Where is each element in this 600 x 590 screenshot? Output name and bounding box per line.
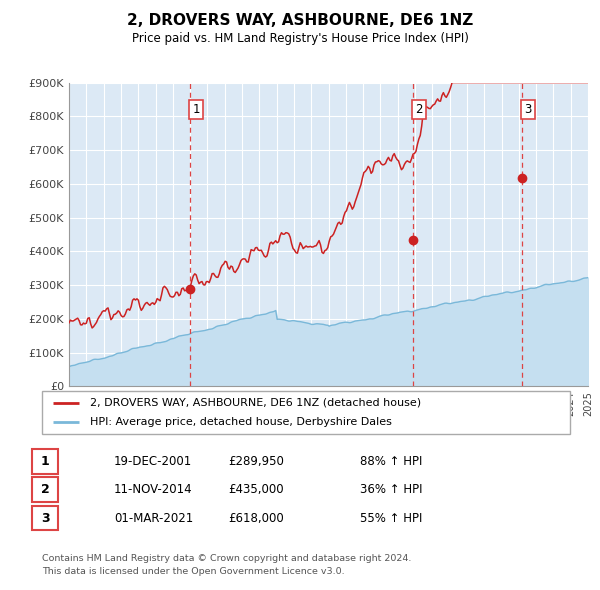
Text: 1: 1: [192, 103, 200, 116]
Text: £289,950: £289,950: [228, 455, 284, 468]
Text: 2, DROVERS WAY, ASHBOURNE, DE6 1NZ: 2, DROVERS WAY, ASHBOURNE, DE6 1NZ: [127, 13, 473, 28]
Text: 1: 1: [41, 455, 49, 468]
Text: 3: 3: [41, 512, 49, 525]
Text: £618,000: £618,000: [228, 512, 284, 525]
Text: 11-NOV-2014: 11-NOV-2014: [114, 483, 193, 496]
Text: 2: 2: [41, 483, 49, 496]
Text: 2: 2: [415, 103, 423, 116]
Text: 01-MAR-2021: 01-MAR-2021: [114, 512, 193, 525]
Text: £435,000: £435,000: [228, 483, 284, 496]
Text: 36% ↑ HPI: 36% ↑ HPI: [360, 483, 422, 496]
Text: Contains HM Land Registry data © Crown copyright and database right 2024.
This d: Contains HM Land Registry data © Crown c…: [42, 555, 412, 576]
Text: 3: 3: [524, 103, 532, 116]
Text: 19-DEC-2001: 19-DEC-2001: [114, 455, 192, 468]
Text: Price paid vs. HM Land Registry's House Price Index (HPI): Price paid vs. HM Land Registry's House …: [131, 32, 469, 45]
Text: 55% ↑ HPI: 55% ↑ HPI: [360, 512, 422, 525]
Text: HPI: Average price, detached house, Derbyshire Dales: HPI: Average price, detached house, Derb…: [89, 417, 391, 427]
FancyBboxPatch shape: [42, 391, 570, 434]
Text: 88% ↑ HPI: 88% ↑ HPI: [360, 455, 422, 468]
Text: 2, DROVERS WAY, ASHBOURNE, DE6 1NZ (detached house): 2, DROVERS WAY, ASHBOURNE, DE6 1NZ (deta…: [89, 398, 421, 408]
